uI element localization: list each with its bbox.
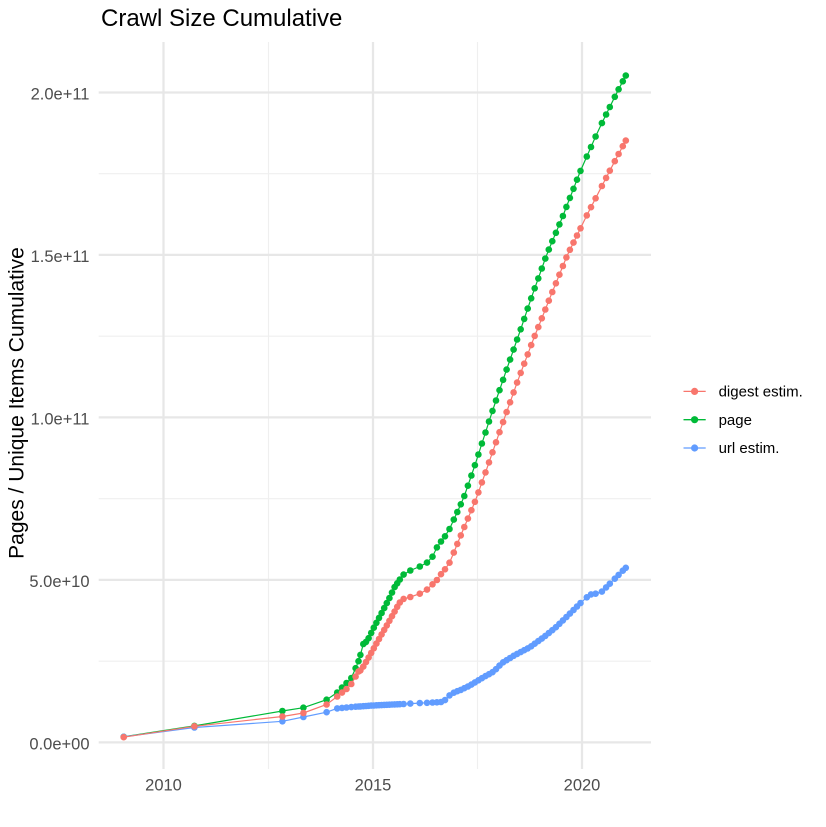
svg-text:0.0e+00: 0.0e+00 bbox=[29, 735, 89, 753]
svg-text:2015: 2015 bbox=[355, 776, 392, 794]
svg-text:digest estim.: digest estim. bbox=[719, 384, 803, 401]
svg-text:1.5e+11: 1.5e+11 bbox=[31, 248, 90, 266]
svg-text:2.0e+11: 2.0e+11 bbox=[31, 85, 90, 103]
svg-text:url estim.: url estim. bbox=[719, 440, 780, 457]
svg-text:2020: 2020 bbox=[564, 776, 601, 794]
svg-text:Crawl Size Cumulative: Crawl Size Cumulative bbox=[101, 5, 342, 32]
svg-text:1.0e+11: 1.0e+11 bbox=[31, 410, 90, 428]
svg-text:5.0e+10: 5.0e+10 bbox=[29, 573, 89, 591]
svg-text:Pages / Unique Items Cumulativ: Pages / Unique Items Cumulative bbox=[6, 247, 29, 559]
svg-text:2010: 2010 bbox=[145, 776, 182, 794]
svg-text:page: page bbox=[719, 412, 752, 429]
